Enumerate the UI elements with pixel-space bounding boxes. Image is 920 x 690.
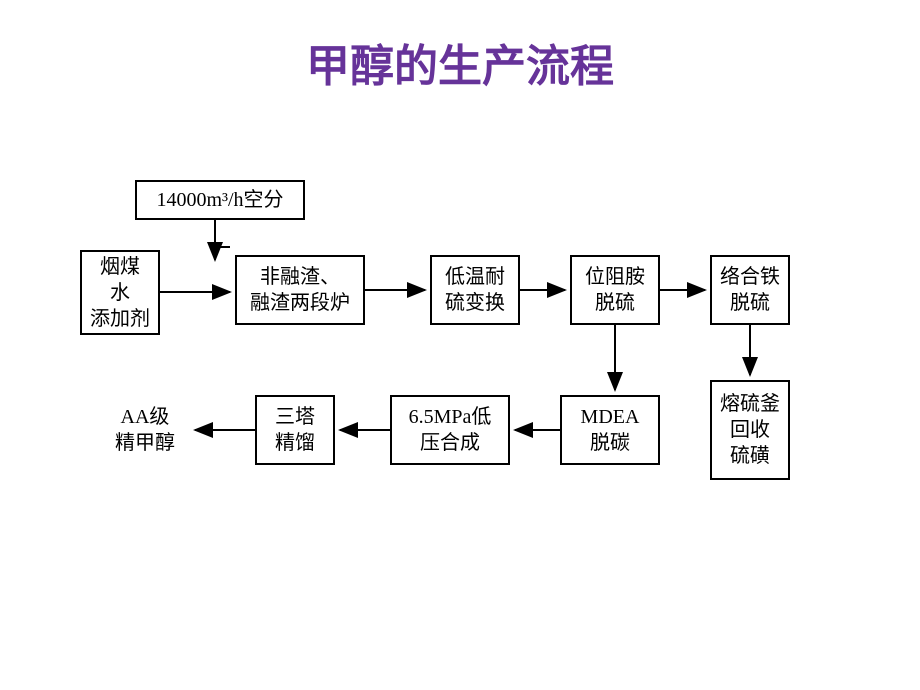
node-product: AA级 精甲醇 bbox=[100, 400, 190, 460]
node-coal: 烟煤 水 添加剂 bbox=[80, 250, 160, 335]
node-amine: 位阻胺 脱硫 bbox=[570, 255, 660, 325]
node-furnace: 非融渣、 融渣两段炉 bbox=[235, 255, 365, 325]
arrow-air_sep-to-furnace bbox=[215, 220, 230, 260]
node-shift: 低温耐 硫变换 bbox=[430, 255, 520, 325]
flowchart-diagram: 14000m³/h空分烟煤 水 添加剂 非融渣、 融渣两段炉低温耐 硫变换位阻胺 … bbox=[70, 180, 850, 530]
node-air_sep: 14000m³/h空分 bbox=[135, 180, 305, 220]
node-mdea: MDEA 脱碳 bbox=[560, 395, 660, 465]
node-sulfur: 熔硫釜 回收 硫磺 bbox=[710, 380, 790, 480]
node-distill: 三塔 精馏 bbox=[255, 395, 335, 465]
node-iron: 络合铁 脱硫 bbox=[710, 255, 790, 325]
page-title: 甲醇的生产流程 bbox=[0, 30, 920, 94]
node-synth: 6.5MPa低 压合成 bbox=[390, 395, 510, 465]
